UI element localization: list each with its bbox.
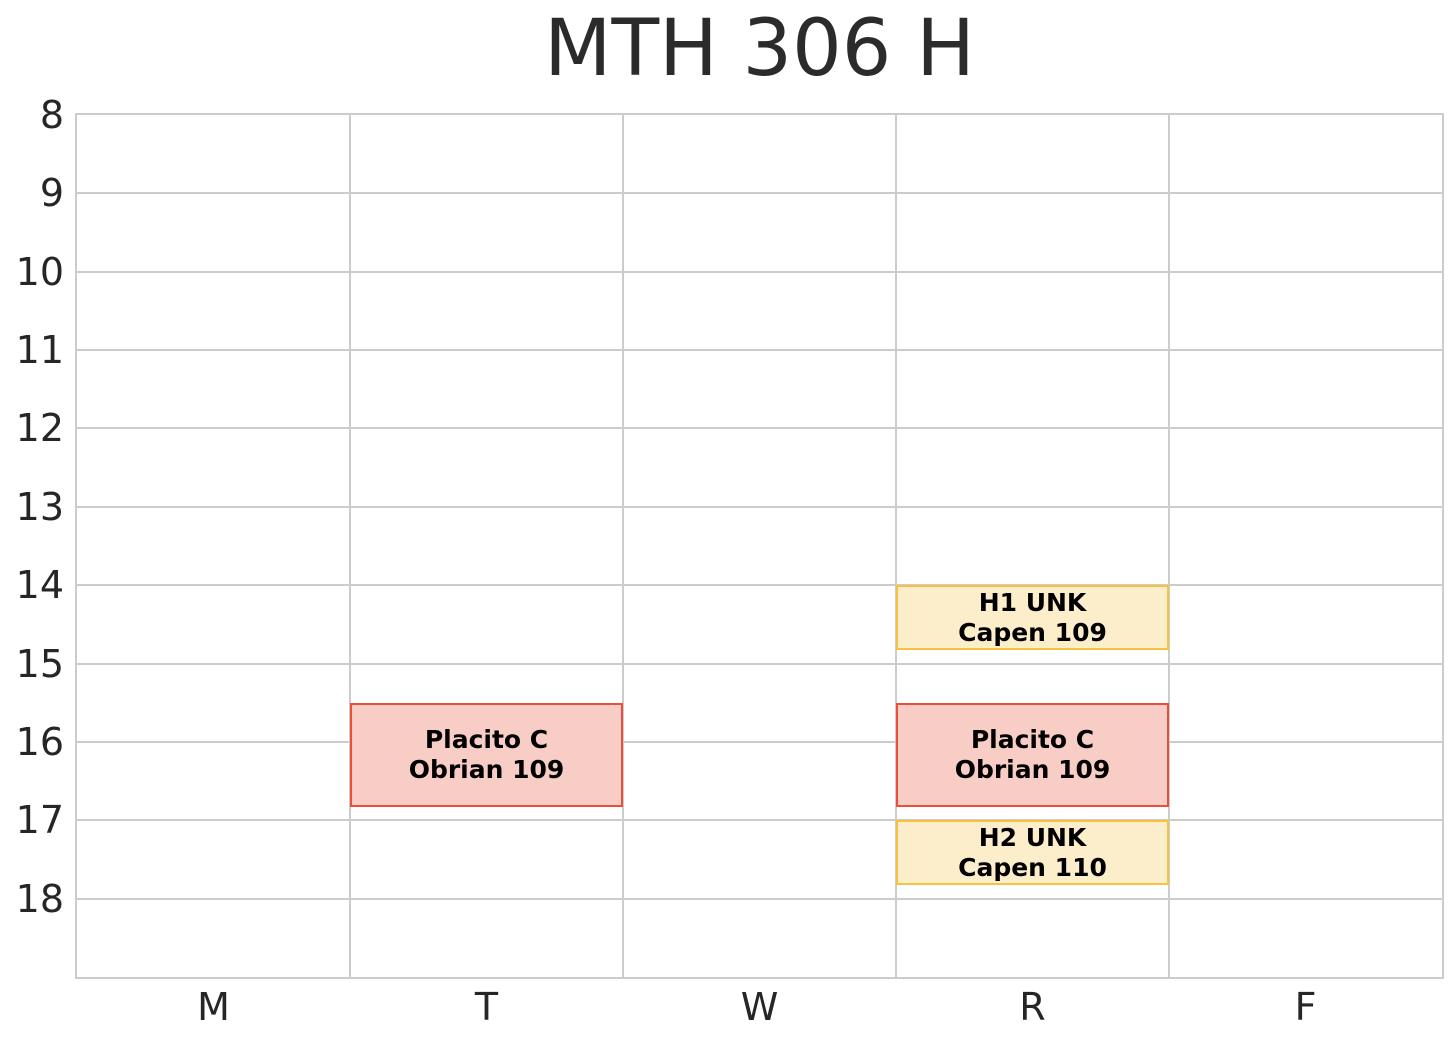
gridline-h (77, 662, 1442, 665)
chart-title: MTH 306 H (544, 4, 975, 94)
event-course-label: Placito C (970, 724, 1095, 754)
event-room-label: Capen 109 (958, 617, 1107, 647)
event-course-label: H2 UNK (978, 822, 1087, 852)
event-block: Placito C Obrian 109 (350, 702, 623, 807)
x-tick-label: M (197, 985, 230, 1029)
event-course-label: H1 UNK (978, 587, 1087, 617)
y-tick-label: 11 (15, 328, 64, 373)
gridline-h (77, 270, 1442, 273)
gridline-h (77, 740, 1442, 743)
gridline-h (77, 584, 1442, 587)
y-tick-label: 13 (15, 484, 64, 529)
event-block: H1 UNK Capen 109 (896, 585, 1169, 651)
gridline-v (349, 115, 351, 977)
y-tick-label: 12 (15, 406, 64, 451)
gridline-h (77, 349, 1442, 352)
y-tick-label: 10 (15, 249, 64, 294)
gridline-h (77, 192, 1442, 195)
event-room-label: Obrian 109 (408, 754, 565, 784)
event-room-label: Obrian 109 (954, 754, 1111, 784)
y-tick-label: 8 (39, 93, 64, 137)
event-course-label: Placito C (424, 724, 549, 754)
y-tick-label: 15 (15, 641, 64, 686)
y-tick-label: 16 (15, 719, 64, 764)
x-tick-label: W (740, 985, 779, 1029)
gridline-h (77, 427, 1442, 430)
gridline-h (77, 819, 1442, 822)
event-block: H2 UNK Capen 110 (896, 820, 1169, 886)
gridline-v (1168, 115, 1170, 977)
gridline-h (77, 505, 1442, 508)
event-room-label: Capen 110 (958, 852, 1107, 882)
x-tick-label: T (474, 985, 499, 1029)
gridline-v (895, 115, 897, 977)
event-block: Placito C Obrian 109 (896, 702, 1169, 807)
x-tick-label: R (1019, 985, 1046, 1029)
plot-frame: Placito C Obrian 109 H1 UNK Capen 109 Placit… (75, 113, 1444, 979)
y-tick-label: 17 (15, 798, 64, 843)
y-tick-label: 18 (15, 876, 64, 921)
gridline-v (622, 115, 624, 977)
gridline-h (77, 897, 1442, 900)
plot-area: Placito C Obrian 109 H1 UNK Capen 109 Placit… (77, 115, 1442, 977)
x-tick-label: F (1294, 985, 1317, 1029)
y-tick-label: 14 (15, 563, 64, 608)
y-tick-label: 9 (39, 171, 64, 216)
